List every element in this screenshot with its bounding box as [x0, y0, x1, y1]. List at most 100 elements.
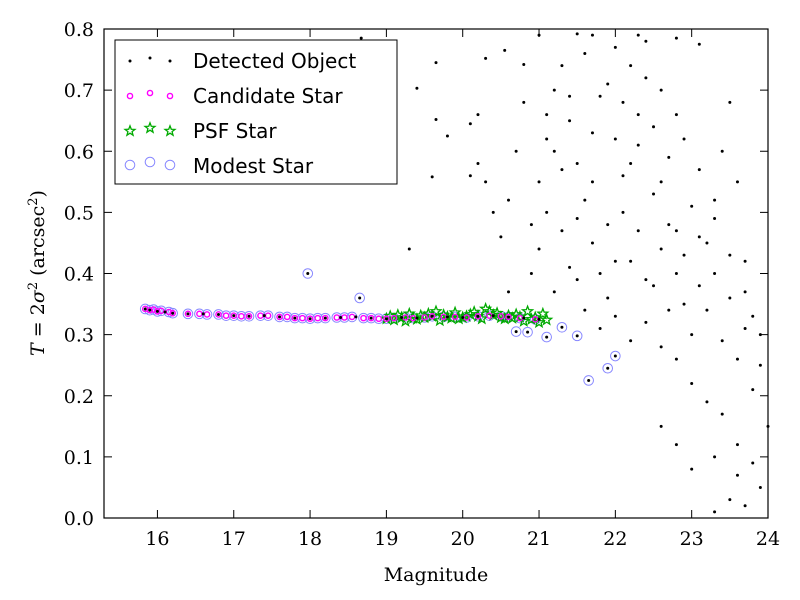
point-detected-object-155	[728, 296, 732, 300]
x-tick-label-3: 19	[374, 528, 398, 550]
legend-marker-psf-star-0	[123, 123, 137, 137]
point-detected-object-157	[613, 137, 617, 141]
point-detected-object-51	[476, 113, 480, 117]
point-detected-object-19	[400, 316, 404, 320]
point-detected-object-139	[720, 339, 724, 343]
legend-box	[114, 39, 398, 185]
point-detected-object-64	[545, 137, 549, 141]
point-detected-object-32	[526, 330, 530, 334]
legend-marker-candidate-star-1	[146, 89, 154, 97]
point-detected-object-162	[583, 51, 587, 55]
point-detected-object-15	[339, 316, 343, 320]
point-detected-object-134	[644, 278, 648, 282]
point-candidate-star-22	[314, 314, 322, 322]
legend-label-modest-star: Modest Star	[193, 154, 314, 178]
point-detected-object-49	[430, 175, 434, 179]
point-detected-object-43	[445, 134, 449, 138]
point-candidate-star-11	[222, 312, 230, 319]
series-modest-star	[139, 268, 621, 386]
point-detected-object-80	[667, 223, 671, 227]
point-detected-object-90	[743, 259, 747, 263]
point-detected-object-21	[430, 314, 434, 318]
point-detected-object-41	[415, 86, 419, 90]
point-modest-star-7	[182, 308, 194, 320]
point-detected-object-63	[537, 180, 541, 184]
point-detected-object-141	[751, 388, 755, 392]
point-detected-object-133	[629, 259, 633, 263]
point-detected-object-50	[468, 174, 472, 178]
point-detected-object-94	[537, 247, 541, 251]
point-psf-star-41	[536, 306, 550, 320]
point-candidate-star-25	[341, 314, 348, 321]
point-detected-object-116	[713, 455, 717, 459]
point-psf-star-36	[517, 314, 531, 327]
point-psf-star-38	[524, 312, 539, 326]
point-modest-star-53	[602, 362, 614, 374]
legend-marker-psf-star-1	[143, 120, 157, 134]
point-detected-object-53	[575, 32, 579, 36]
point-detected-object-87	[720, 149, 724, 153]
x-tick-label-4: 20	[451, 528, 475, 550]
point-candidate-star-1	[146, 306, 154, 314]
legend-marker-psf-star-2	[163, 123, 177, 137]
point-detected-object-156	[743, 327, 747, 331]
point-detected-object-60	[507, 198, 511, 202]
point-detected-object-20	[415, 316, 419, 320]
point-detected-object-81	[674, 272, 678, 275]
point-psf-star-13	[429, 304, 443, 318]
point-detected-object-154	[713, 272, 717, 275]
y-tick-label-4: 0.4	[64, 264, 94, 286]
point-detected-object-152	[682, 253, 686, 257]
point-detected-object-34	[560, 325, 564, 329]
point-detected-object-112	[728, 498, 732, 502]
point-detected-object-163	[598, 94, 602, 98]
point-detected-object-65	[552, 88, 556, 92]
point-detected-object-8	[232, 314, 236, 318]
x-tick-label-7: 23	[680, 528, 704, 550]
point-detected-object-129	[713, 216, 717, 220]
y-tick-label-6: 0.6	[64, 141, 94, 163]
point-detected-object-67	[568, 119, 572, 123]
point-detected-object-101	[644, 320, 648, 324]
point-modest-star-27	[358, 312, 369, 324]
point-detected-object-169	[484, 180, 488, 184]
point-detected-object-70	[590, 241, 594, 245]
point-detected-object-136	[674, 229, 678, 233]
point-detected-object-35	[575, 334, 579, 338]
plot-area	[139, 32, 770, 514]
point-candidate-star-15	[257, 312, 264, 319]
point-detected-object-149	[636, 229, 640, 233]
point-detected-object-143	[545, 210, 549, 214]
point-detected-object-59	[514, 149, 518, 153]
point-detected-object-26	[507, 315, 511, 319]
point-candidate-star-37	[451, 313, 459, 321]
legend-label-candidate-star: Candidate Star	[193, 84, 343, 108]
point-detected-object-167	[507, 290, 511, 294]
point-candidate-star-8	[196, 310, 203, 318]
point-psf-star-37	[520, 304, 535, 318]
point-detected-object-13	[308, 317, 312, 321]
point-detected-object-120	[575, 216, 579, 220]
y-tick-label-7: 0.7	[64, 80, 94, 102]
point-detected-object-5	[186, 312, 190, 316]
point-detected-object-62	[529, 223, 533, 227]
point-psf-star-21	[459, 309, 474, 322]
point-modest-star-48	[522, 326, 533, 338]
point-detected-object-160	[659, 88, 663, 92]
point-candidate-star-24	[333, 314, 341, 321]
point-detected-object-150	[652, 284, 656, 288]
point-detected-object-113	[659, 424, 663, 428]
point-candidate-star-26	[348, 313, 356, 321]
point-detected-object-147	[606, 223, 610, 227]
point-detected-object-29	[306, 272, 310, 275]
point-detected-object-131	[743, 290, 747, 294]
point-candidate-star-23	[322, 314, 329, 322]
point-detected-object-27	[522, 316, 526, 320]
legend: Detected Object Candidate Star PSF Star …	[114, 39, 398, 185]
point-psf-star-2	[387, 312, 401, 326]
point-detected-object-82	[682, 302, 686, 306]
point-detected-object-85	[705, 241, 709, 245]
point-detected-object-47	[522, 62, 526, 66]
point-detected-object-33	[545, 335, 549, 339]
point-detected-object-137	[690, 204, 694, 208]
